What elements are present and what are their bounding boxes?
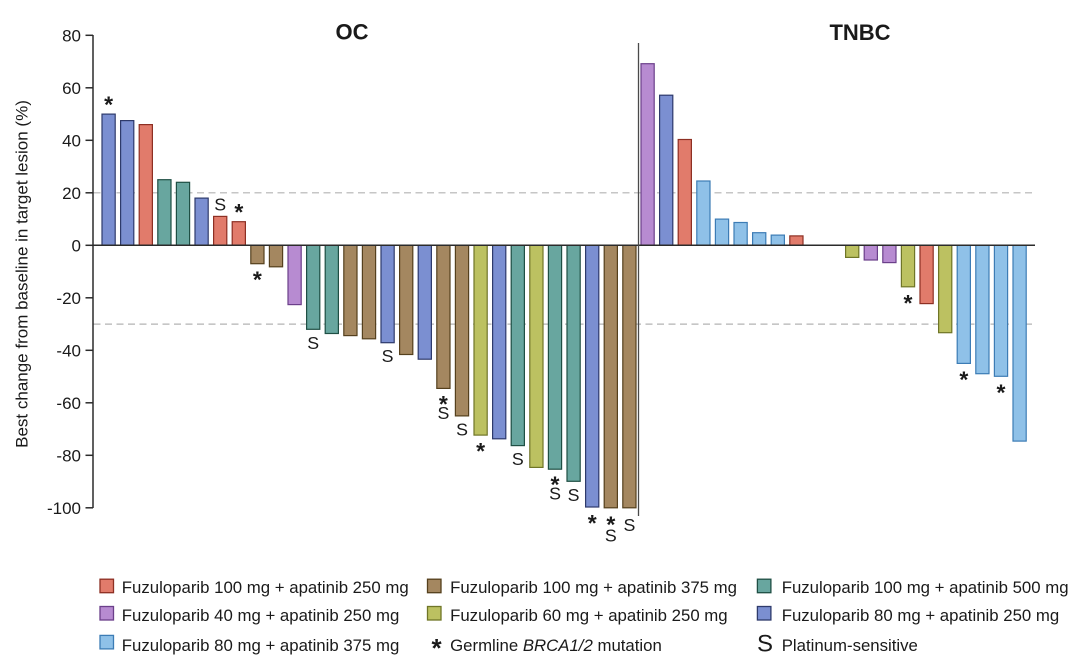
svg-text:Fuzuloparib 40 mg + apatinib 2: Fuzuloparib 40 mg + apatinib 250 mg — [122, 606, 400, 625]
svg-text:Fuzuloparib 80 mg + apatinib 3: Fuzuloparib 80 mg + apatinib 375 mg — [122, 636, 400, 655]
svg-text:-20: -20 — [56, 289, 81, 308]
svg-text:S: S — [623, 515, 635, 535]
svg-text:*: * — [253, 267, 262, 293]
svg-text:*: * — [439, 391, 448, 417]
svg-text:*: * — [588, 510, 597, 536]
svg-text:TNBC: TNBC — [829, 20, 890, 45]
svg-text:Fuzuloparib 100 mg + apatinib: Fuzuloparib 100 mg + apatinib 500 mg — [782, 578, 1069, 597]
svg-text:60: 60 — [62, 79, 81, 98]
svg-text:*: * — [551, 472, 560, 498]
svg-text:OC: OC — [336, 19, 369, 44]
svg-text:*: * — [959, 366, 968, 392]
svg-text:80: 80 — [62, 26, 81, 45]
svg-text:S: S — [512, 449, 524, 469]
svg-text:Platinum-sensitive: Platinum-sensitive — [782, 636, 918, 655]
svg-text:Fuzuloparib 60 mg + apatinib 2: Fuzuloparib 60 mg + apatinib 250 mg — [450, 606, 728, 625]
svg-text:-40: -40 — [56, 341, 81, 360]
svg-text:*: * — [234, 199, 243, 225]
svg-text:S: S — [307, 333, 319, 353]
svg-text:Fuzuloparib 80 mg + apatinib 2: Fuzuloparib 80 mg + apatinib 250 mg — [782, 606, 1060, 625]
svg-text:S: S — [382, 346, 394, 366]
svg-text:40: 40 — [62, 131, 81, 150]
svg-text:Fuzuloparib 100 mg + apatinib: Fuzuloparib 100 mg + apatinib 250 mg — [122, 578, 409, 597]
svg-text:S: S — [437, 403, 449, 423]
svg-text:S: S — [757, 631, 773, 658]
svg-text:Fuzuloparib 100 mg + apatinib: Fuzuloparib 100 mg + apatinib 375 mg — [450, 578, 737, 597]
svg-text:Germline BRCA1/2 mutation: Germline BRCA1/2 mutation — [450, 636, 662, 655]
svg-text:*: * — [476, 438, 485, 464]
svg-text:*: * — [997, 379, 1006, 405]
svg-text:0: 0 — [72, 236, 81, 255]
svg-text:*: * — [431, 633, 442, 660]
svg-text:20: 20 — [62, 184, 81, 203]
svg-text:S: S — [549, 484, 561, 504]
svg-text:*: * — [904, 290, 913, 316]
svg-text:-100: -100 — [47, 499, 81, 518]
svg-text:Best change from baseline in t: Best change from baseline in target lesi… — [13, 100, 32, 448]
svg-text:-60: -60 — [56, 394, 81, 413]
svg-text:S: S — [605, 525, 617, 545]
svg-text:*: * — [606, 512, 615, 538]
svg-text:S: S — [214, 195, 226, 215]
svg-text:S: S — [456, 419, 468, 439]
svg-text:-80: -80 — [56, 446, 81, 465]
svg-text:S: S — [568, 485, 580, 505]
svg-text:*: * — [104, 91, 113, 117]
